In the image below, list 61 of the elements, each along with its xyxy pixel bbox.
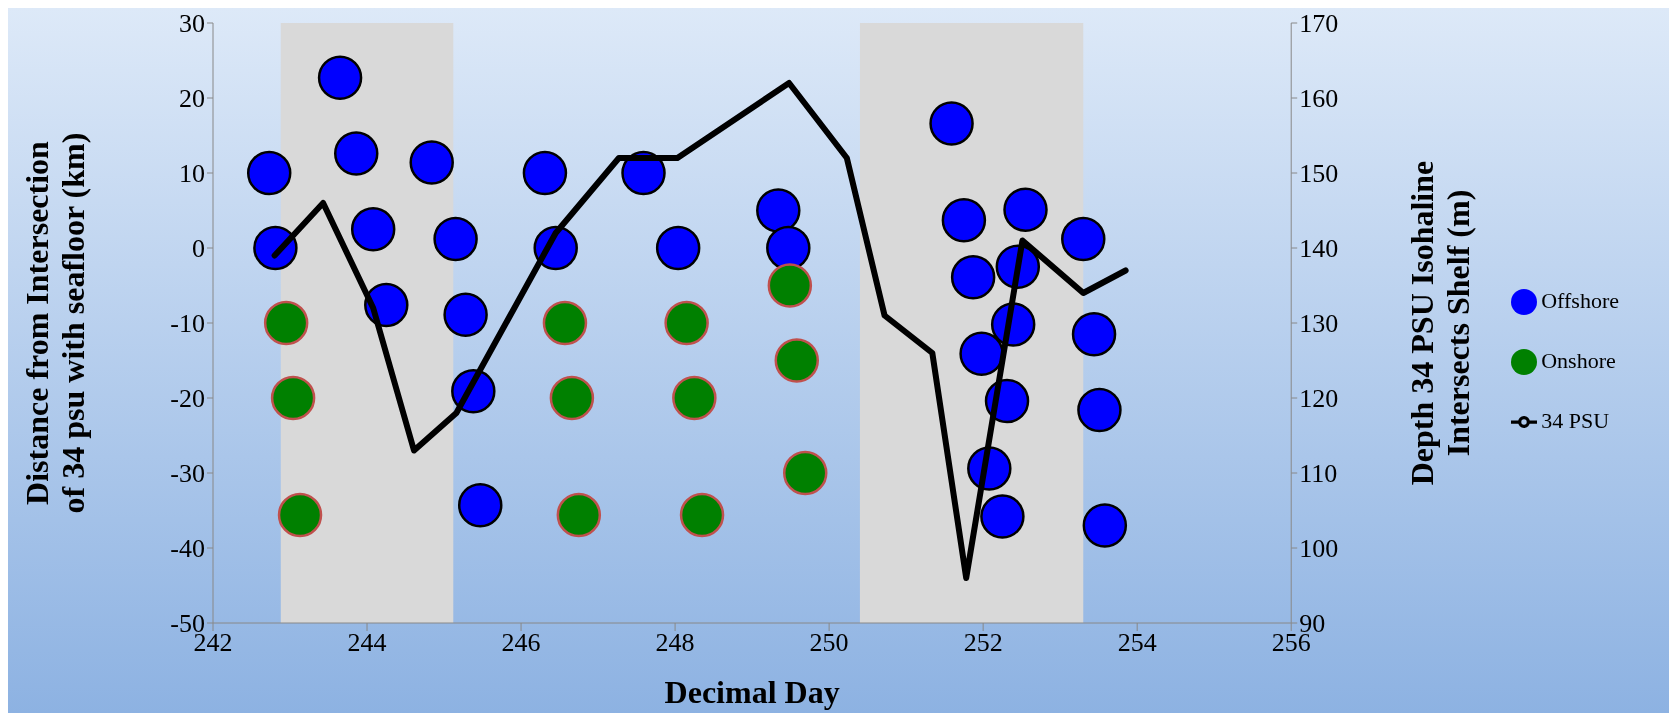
y2-tick-label: 100 bbox=[1299, 534, 1339, 564]
point bbox=[334, 131, 379, 176]
point bbox=[409, 140, 454, 185]
point bbox=[959, 331, 1004, 376]
point bbox=[263, 300, 309, 346]
point bbox=[350, 207, 396, 252]
y-tick-label: -40 bbox=[170, 534, 205, 564]
point bbox=[433, 216, 478, 262]
x-tick-label: 246 bbox=[501, 628, 541, 658]
y2-tick-label: 160 bbox=[1299, 84, 1339, 114]
point bbox=[522, 150, 568, 196]
y2-tick-label: 150 bbox=[1299, 159, 1339, 189]
y-axis-title: Distance from Intersection of 34 psu with seafloor (km) bbox=[19, 132, 91, 514]
point bbox=[1082, 503, 1128, 548]
point bbox=[277, 492, 323, 538]
point bbox=[1071, 312, 1117, 357]
x-tick-label: 250 bbox=[809, 628, 849, 658]
y-tick-label: 10 bbox=[179, 159, 205, 189]
point bbox=[672, 375, 717, 421]
y-tick-label: -30 bbox=[170, 459, 205, 489]
y2-tick-label: 120 bbox=[1299, 384, 1339, 414]
point bbox=[929, 101, 974, 146]
point bbox=[1061, 216, 1106, 262]
y-tick-label: -10 bbox=[170, 309, 205, 339]
legend-label: 34 PSU bbox=[1541, 407, 1610, 433]
y2-tick-label: 110 bbox=[1299, 459, 1338, 489]
point bbox=[767, 263, 813, 308]
point bbox=[664, 300, 709, 346]
point bbox=[1077, 387, 1122, 433]
point bbox=[246, 150, 292, 196]
y-tick-label: 20 bbox=[179, 84, 205, 114]
x-tick-label: 244 bbox=[347, 628, 387, 658]
x-tick-label: 252 bbox=[963, 628, 1003, 658]
point bbox=[950, 255, 996, 300]
point bbox=[756, 188, 801, 233]
point bbox=[941, 198, 987, 243]
y-tick-label: 30 bbox=[179, 9, 205, 39]
y2-tick-label: 130 bbox=[1299, 309, 1339, 339]
point bbox=[317, 55, 363, 100]
point bbox=[655, 225, 701, 271]
point bbox=[679, 492, 725, 538]
x-axis-title: Decimal Day bbox=[664, 674, 840, 710]
y-tick-label: -20 bbox=[170, 384, 205, 414]
x-tick-label: 248 bbox=[655, 628, 695, 658]
point bbox=[443, 292, 488, 337]
legend-label: Offshore bbox=[1541, 287, 1619, 313]
y2-tick-label: 170 bbox=[1299, 9, 1339, 39]
legend-label: Onshore bbox=[1541, 347, 1616, 373]
point bbox=[1003, 187, 1048, 232]
point bbox=[542, 300, 588, 346]
point bbox=[549, 375, 595, 421]
y-tick-label: 0 bbox=[192, 234, 205, 264]
point bbox=[556, 492, 602, 538]
x-tick-label: 254 bbox=[1117, 628, 1157, 658]
point bbox=[457, 483, 503, 528]
point bbox=[782, 450, 828, 496]
y2-axis-title: Depth 34 PSU Isohaline Intersects Shelf (m) bbox=[1404, 160, 1477, 486]
point bbox=[774, 338, 820, 383]
y2-tick-label: 140 bbox=[1299, 234, 1339, 264]
point bbox=[270, 375, 316, 421]
point bbox=[980, 494, 1025, 539]
